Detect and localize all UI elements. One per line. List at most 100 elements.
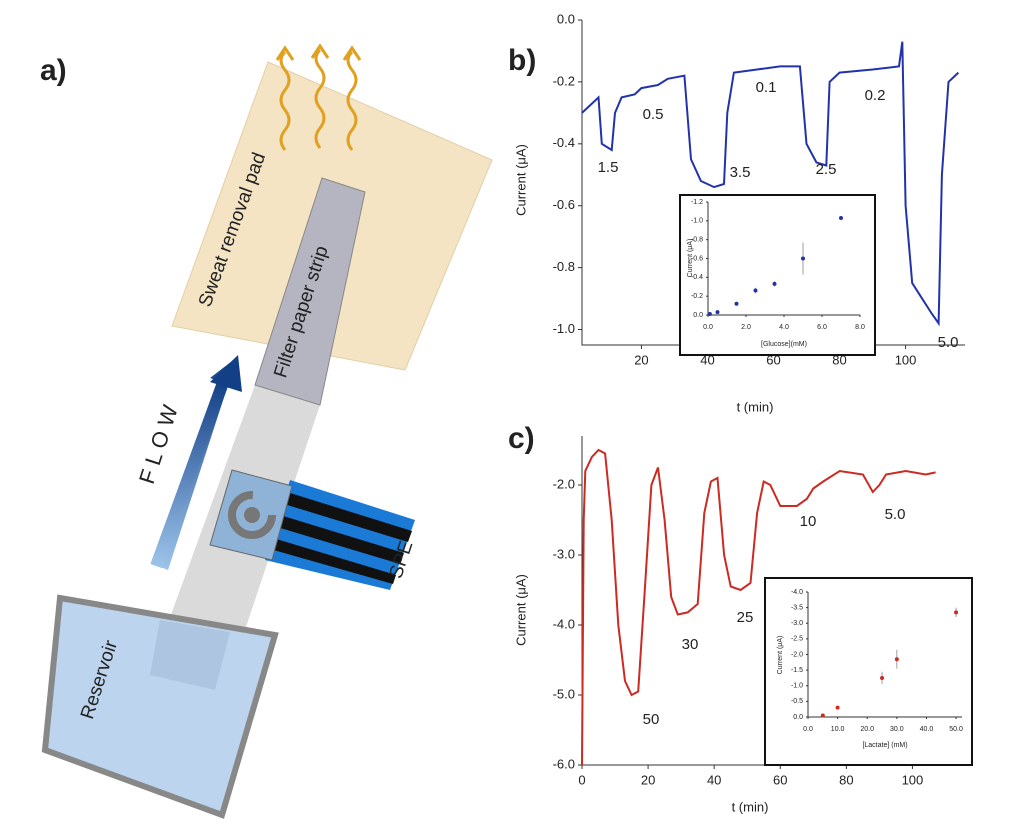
x-tick-label: 50.0 [949, 726, 963, 733]
x-tick-label: 20 [641, 772, 655, 787]
evaporation-arrows [275, 43, 362, 151]
step-label: 0.5 [643, 106, 664, 123]
y-tick-label: -2.5 [791, 636, 803, 643]
x-tick-label: 4.0 [779, 324, 789, 331]
y-tick-label: -1.0 [791, 683, 803, 690]
flow-label: F L O W [134, 402, 183, 487]
x-tick-label: 40 [700, 352, 714, 367]
step-label: 5.0 [938, 334, 959, 351]
data-point [880, 675, 885, 680]
step-label: 1.5 [598, 159, 619, 176]
arrow-heads [275, 43, 362, 61]
y-tick-label: -5.0 [553, 686, 575, 701]
y-tick-label: -3.0 [791, 620, 803, 627]
x-axis-label: [Glucose](mM) [761, 341, 807, 348]
x-tick-label: 40 [707, 772, 721, 787]
y-tick-label: -0.6 [553, 197, 575, 212]
step-label: 0.1 [756, 79, 777, 96]
data-point [835, 705, 840, 710]
data-point [839, 216, 843, 221]
spe-stripe [270, 538, 396, 584]
data-point [820, 713, 825, 718]
x-tick-label: 6.0 [817, 324, 827, 331]
y-tick-label: -1.0 [691, 218, 703, 225]
y-tick-label: -3.0 [553, 546, 575, 561]
x-tick-label: 100 [895, 352, 917, 367]
panel-label: c) [508, 422, 535, 455]
y-tick-label: -2.0 [553, 476, 575, 491]
wave-arrow [314, 48, 326, 149]
y-tick-label: -2.0 [791, 651, 803, 658]
y-tick-label: -0.5 [791, 698, 803, 705]
strip-in-reservoir [150, 620, 230, 690]
y-tick-label: -0.6 [691, 255, 703, 262]
x-tick-label: 80 [839, 772, 853, 787]
data-point [772, 281, 777, 286]
x-tick-label: 20.0 [860, 726, 874, 733]
y-tick-label: -1.5 [791, 667, 803, 674]
y-tick-label: -0.8 [553, 259, 575, 274]
y-tick-label: -0.2 [691, 293, 703, 300]
step-label: 10 [800, 513, 817, 530]
x-tick-label: 2.0 [741, 324, 751, 331]
step-label: 50 [643, 711, 660, 728]
data-point [734, 301, 739, 306]
y-tick-label: -3.5 [791, 604, 803, 611]
x-tick-label: 0 [578, 772, 585, 787]
wave-arrow [346, 50, 358, 151]
y-tick-label: -1.2 [691, 199, 703, 206]
y-tick-label: -0.4 [553, 135, 575, 150]
schematic: Sweat removal pad Filter paper strip F L… [41, 43, 493, 819]
x-tick-label: 30.0 [890, 726, 904, 733]
x-tick-label: 0.0 [703, 324, 713, 331]
y-tick-label: 0.0 [557, 11, 575, 26]
data-point [715, 310, 720, 315]
x-tick-label: 20 [634, 352, 648, 367]
data-line [581, 448, 936, 766]
y-tick-label: -6.0 [553, 756, 575, 771]
y-axis-label: Current (μA) [513, 574, 528, 646]
y-tick-label: -4.0 [553, 616, 575, 631]
y-tick-label: 0.0 [793, 714, 803, 721]
step-label: 3.5 [730, 164, 751, 181]
data-point [707, 312, 712, 317]
step-label: 0.2 [865, 87, 886, 104]
y-axis-label: Current (μA) [777, 636, 784, 675]
data-point [954, 610, 959, 615]
x-tick-label: 10.0 [831, 726, 845, 733]
x-axis-label: t (min) [737, 399, 774, 414]
x-tick-label: 60 [766, 352, 780, 367]
step-label: 25 [737, 609, 754, 626]
panel-label: b) [508, 44, 536, 77]
y-tick-label: -1.0 [553, 321, 575, 336]
panel-label: a) [40, 54, 67, 87]
step-label: 30 [682, 636, 699, 653]
y-tick-label: -4.0 [791, 589, 803, 596]
spe-stripe [284, 492, 412, 542]
x-axis-label: t (min) [732, 799, 769, 814]
inset-frame [679, 194, 876, 356]
y-tick-label: 0.0 [693, 312, 703, 319]
x-tick-label: 100 [902, 772, 924, 787]
y-axis-label: Current (μA) [687, 239, 694, 278]
x-tick-label: 0.0 [803, 726, 813, 733]
flow-arrow-head [210, 355, 242, 392]
y-tick-label: -0.8 [691, 237, 703, 244]
data-point [801, 256, 805, 261]
x-tick-label: 60 [773, 772, 787, 787]
step-label: 2.5 [816, 161, 837, 178]
strip-upper [254, 177, 366, 406]
flow-arrow-shaft [150, 377, 230, 569]
data-line [581, 41, 960, 327]
spe-stripe [277, 515, 404, 564]
data-point [894, 657, 899, 662]
data-point [753, 288, 758, 293]
step-label: 5.0 [885, 506, 906, 523]
spe-center [244, 507, 260, 523]
inset-frame [764, 577, 973, 766]
x-tick-label: 8.0 [855, 324, 865, 331]
x-tick-label: 40.0 [920, 726, 934, 733]
x-axis-label: [Lactate] (mM) [862, 742, 907, 749]
y-tick-label: -0.2 [553, 73, 575, 88]
